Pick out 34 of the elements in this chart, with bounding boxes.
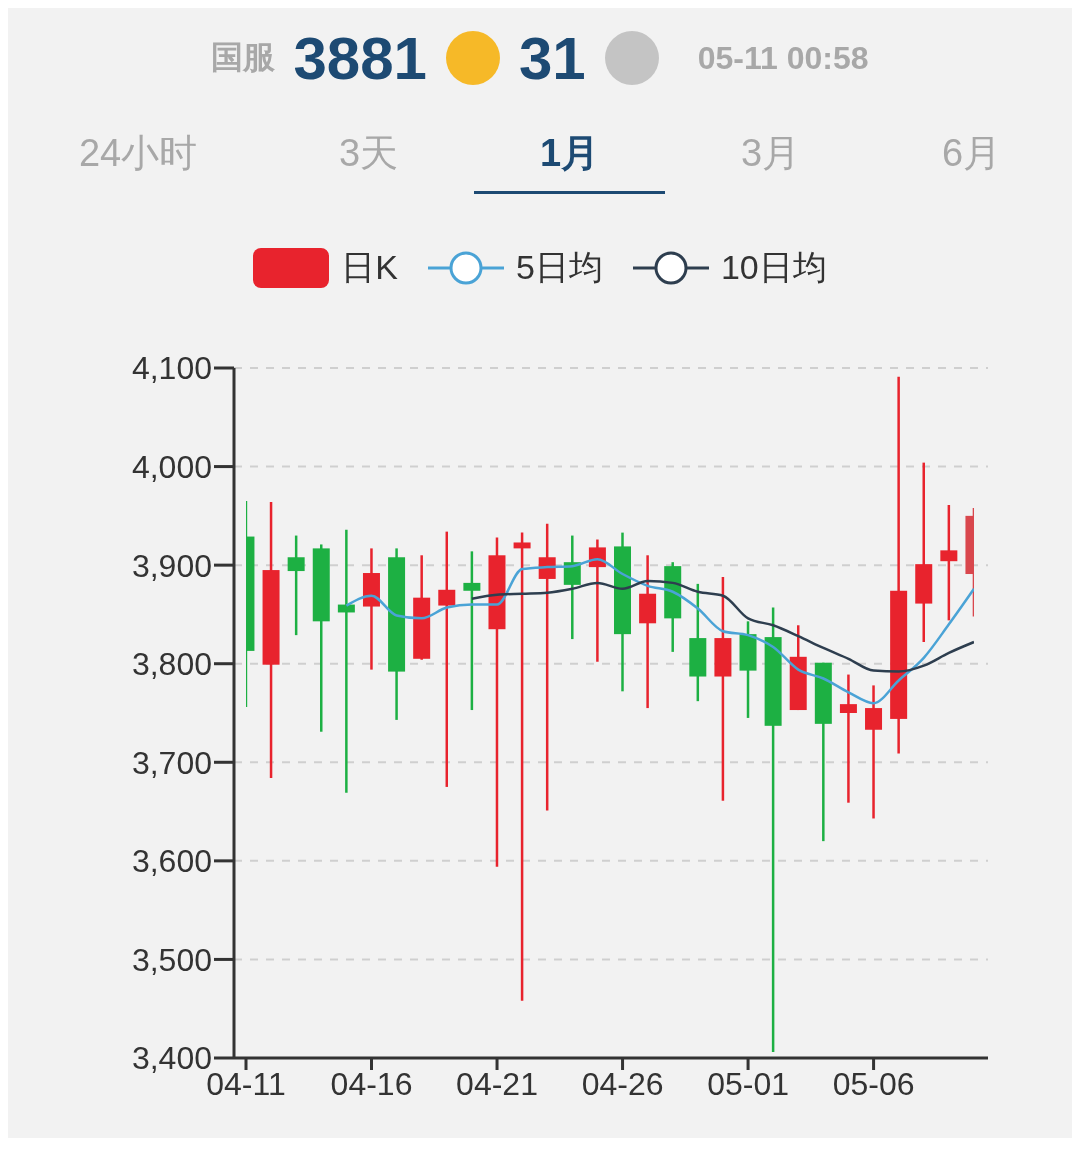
y-tick-label: 4,000 (131, 448, 212, 485)
text: 05-11 00:58 (697, 39, 869, 77)
y-tick-label: 3,800 (131, 646, 212, 683)
x-tick-label: 05-06 (832, 1065, 915, 1102)
text: 1月 (473, 122, 666, 194)
text: 3881 (293, 23, 427, 93)
candlestick (940, 503, 958, 622)
candlestick (287, 534, 305, 637)
x-tick-label: 04-21 (456, 1065, 538, 1102)
legend-label: 日K (341, 247, 398, 288)
candlestick (563, 534, 581, 641)
y-tick-label: 3,600 (131, 843, 212, 880)
y-tick-label: 3,900 (131, 547, 212, 584)
x-tick-label: 05-01 (707, 1065, 789, 1102)
candlestick (513, 531, 531, 1003)
line-series (470, 579, 974, 673)
y-tick-label: 3,700 (131, 744, 212, 781)
candlestick (538, 522, 556, 812)
legend-label: 5日均 (515, 247, 603, 288)
candlestick (839, 673, 857, 804)
x-tick-label: 04-16 (330, 1065, 413, 1102)
text: 24小时 (77, 131, 199, 176)
text: 3天 (338, 131, 400, 176)
candlestick (438, 530, 456, 789)
y-tick-label: 4,100 (131, 350, 212, 387)
chart-title: 国服 (211, 38, 276, 77)
legend-label: 10日均 (720, 247, 827, 288)
x-tick-label: 04-26 (581, 1065, 664, 1102)
text: 3月 (739, 131, 802, 176)
text: 6月 (940, 131, 1003, 176)
text: 31 (518, 23, 586, 93)
candlestick (463, 550, 481, 712)
candlestick (865, 684, 883, 820)
y-tick-label: 3,500 (131, 941, 212, 978)
